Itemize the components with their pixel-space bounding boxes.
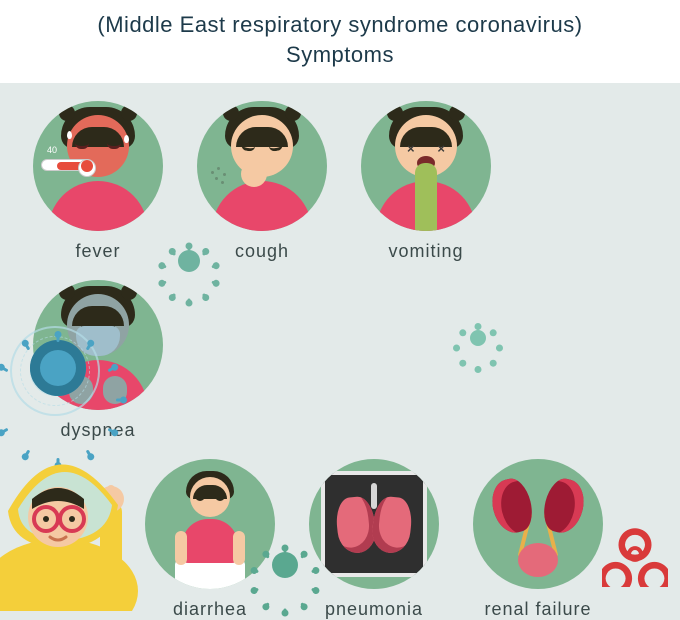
fever-label: fever <box>28 241 168 262</box>
virus-large-icon <box>30 340 86 396</box>
symptom-cough: cough <box>192 101 332 262</box>
thermometer-reading: 40 <box>47 145 57 155</box>
cough-icon <box>197 101 327 231</box>
diarrhea-label: diarrhea <box>140 599 280 620</box>
thermometer-icon <box>41 159 91 171</box>
title-line-2: Symptoms <box>20 40 660 70</box>
symptom-vomiting: × × vomiting <box>356 101 496 262</box>
pneumonia-icon <box>309 459 439 589</box>
title-line-1: (Middle East respiratory syndrome corona… <box>20 10 660 40</box>
header: (Middle East respiratory syndrome corona… <box>0 0 680 83</box>
symptom-grid-row-1: 40 fever cough <box>0 83 680 441</box>
vomiting-icon: × × <box>361 101 491 231</box>
renal-failure-icon <box>473 459 603 589</box>
virus-small-icon <box>272 552 298 578</box>
cough-label: cough <box>192 241 332 262</box>
renal-failure-label: renal failure <box>468 599 608 620</box>
biohazard-icon <box>602 521 668 587</box>
symptom-pneumonia: pneumonia <box>304 459 444 620</box>
symptom-fever: 40 fever <box>28 101 168 262</box>
fever-icon: 40 <box>33 101 163 231</box>
vomiting-label: vomiting <box>356 241 496 262</box>
virus-small-icon <box>178 250 200 272</box>
scientist-icon <box>0 391 158 611</box>
virus-small-icon <box>470 330 486 346</box>
symptom-diarrhea: diarrhea <box>140 459 280 620</box>
symptom-renal-failure: renal failure <box>468 459 608 620</box>
pneumonia-label: pneumonia <box>304 599 444 620</box>
